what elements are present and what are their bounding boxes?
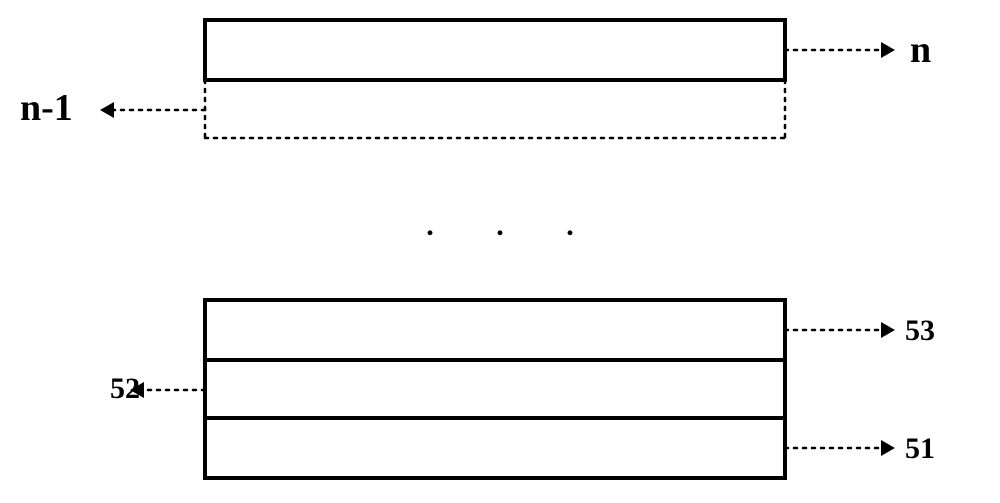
arrow-to_53 <box>785 322 895 338</box>
diagram-canvas: 51 52 53 n n-1... <box>0 0 1000 503</box>
layer-53 <box>205 300 785 360</box>
label-52: 52 <box>110 372 140 405</box>
layer-n <box>205 20 785 80</box>
layer-51 <box>205 418 785 478</box>
layer-n_minus_1 <box>205 80 785 138</box>
label-51: 51 <box>905 432 935 465</box>
ellipsis-dot-2: . <box>566 209 574 242</box>
layer-52 <box>205 360 785 418</box>
ellipsis-dot-1: . <box>496 209 504 242</box>
label-53: 53 <box>905 314 935 347</box>
arrow-to_n <box>785 42 895 58</box>
ellipsis-dot-0: . <box>426 209 434 242</box>
arrow-to_51 <box>785 440 895 456</box>
arrow-to_52 <box>130 382 205 398</box>
arrow-to_nm1 <box>100 102 205 118</box>
label-n: n <box>910 29 931 71</box>
label-nm1: n-1 <box>20 87 73 129</box>
